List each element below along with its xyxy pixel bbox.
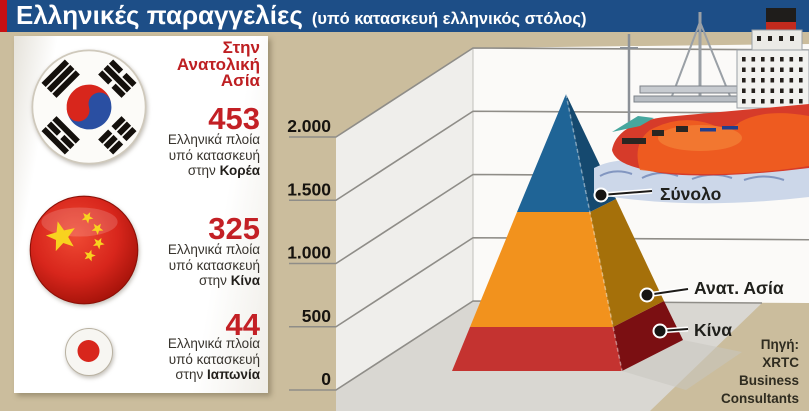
gridline <box>289 47 809 138</box>
callout-dot-total <box>593 187 609 203</box>
pyramid-east-asia-front <box>470 212 613 327</box>
pyramid-east-asia-side <box>590 199 664 327</box>
y-tick-label: 2.000 <box>287 116 331 136</box>
gridline <box>289 236 809 328</box>
page-subtitle: (υπό κατασκευή ελληνικός στόλος) <box>311 10 587 28</box>
y-tick-label: 0 <box>321 369 331 389</box>
source-note: Πηγή: XRTC Business Consultants <box>669 336 799 408</box>
ship-icon <box>594 8 809 204</box>
callout-dot-east-asia <box>639 287 655 303</box>
page-title: Ελληνικές παραγγελίες <box>16 0 303 30</box>
layer-label-total: Σύνολο <box>660 184 721 204</box>
gridline <box>289 173 809 265</box>
title-bar-red-strip <box>0 0 7 32</box>
source-line: Business <box>738 373 799 388</box>
y-tick-label: 500 <box>302 306 331 326</box>
ship-count-caption-china: Ελληνικά πλοία υπό κατασκευή στην Κίνα <box>167 242 260 288</box>
chart-left-wall <box>336 48 473 390</box>
layer-label-east-asia: Ανατ. Ασία <box>694 278 784 298</box>
ship-count-japan: 44 <box>225 307 260 342</box>
ship-count-korea: 453 <box>208 101 260 136</box>
chart-back-wall <box>473 44 809 303</box>
stats-panel: Στην Ανατολική Ασία 453 Ελληνικά πλοία υπό… <box>14 36 268 393</box>
china-flag-icon <box>28 194 140 306</box>
ship-count-china: 325 <box>208 211 260 246</box>
south-korea-flag-icon <box>30 48 148 166</box>
callout-dot-china <box>652 323 668 339</box>
japan-flag-icon <box>64 327 114 377</box>
ship-count-caption-japan: Ελληνικά πλοία υπό κατασκευή στην Ιαπωνία <box>167 336 260 382</box>
title-bar: Ελληνικές παραγγελίες (υπό κατασκευή ελλ… <box>0 0 809 32</box>
gridline <box>289 110 809 202</box>
panel-heading: Στην Ανατολική Ασία <box>176 38 260 90</box>
source-line: Consultants <box>720 391 799 406</box>
source-line: Πηγή: <box>760 337 799 352</box>
ship-count-caption-korea: Ελληνικά πλοία υπό κατασκευή στην Κορέα <box>167 132 260 178</box>
pyramid-total-side <box>566 94 616 212</box>
y-tick-label: 1.000 <box>287 243 331 263</box>
pyramid-china-front <box>452 327 622 371</box>
pyramid-total-front <box>517 94 590 212</box>
source-line: XRTC <box>762 355 799 370</box>
y-tick-label: 1.500 <box>287 179 331 199</box>
